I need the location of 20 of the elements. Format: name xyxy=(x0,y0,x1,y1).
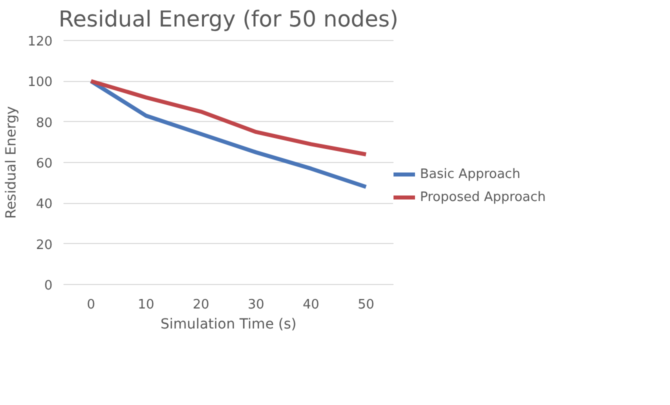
line-series xyxy=(89,79,368,189)
x-tick-label: 30 xyxy=(248,298,264,312)
x-tick-label: 0 xyxy=(86,298,96,312)
y-tick-label: 20 xyxy=(36,238,53,253)
y-tick-label: 80 xyxy=(36,116,53,131)
y-tick-label: 100 xyxy=(28,75,53,90)
y-tick-label: 120 xyxy=(28,34,53,50)
x-axis-title: Simulation Time (s) xyxy=(160,316,296,332)
x-tick-label: 40 xyxy=(302,298,320,312)
y-tick-label: 0 xyxy=(44,278,53,294)
x-tick-label: 20 xyxy=(192,298,210,312)
legend-label: Basic Approach xyxy=(420,166,520,182)
chart-title: Residual Energy (for 50 nodes) xyxy=(58,8,398,32)
legend-label: Proposed Approach xyxy=(420,190,546,204)
y-axis-title: Residual Energy xyxy=(4,106,20,219)
y-tick-label: 60 xyxy=(36,156,53,172)
y-tick-label: 40 xyxy=(36,197,53,212)
line-series xyxy=(89,79,368,156)
x-tick-label: 50 xyxy=(358,298,374,312)
x-tick-label: 10 xyxy=(138,298,154,312)
